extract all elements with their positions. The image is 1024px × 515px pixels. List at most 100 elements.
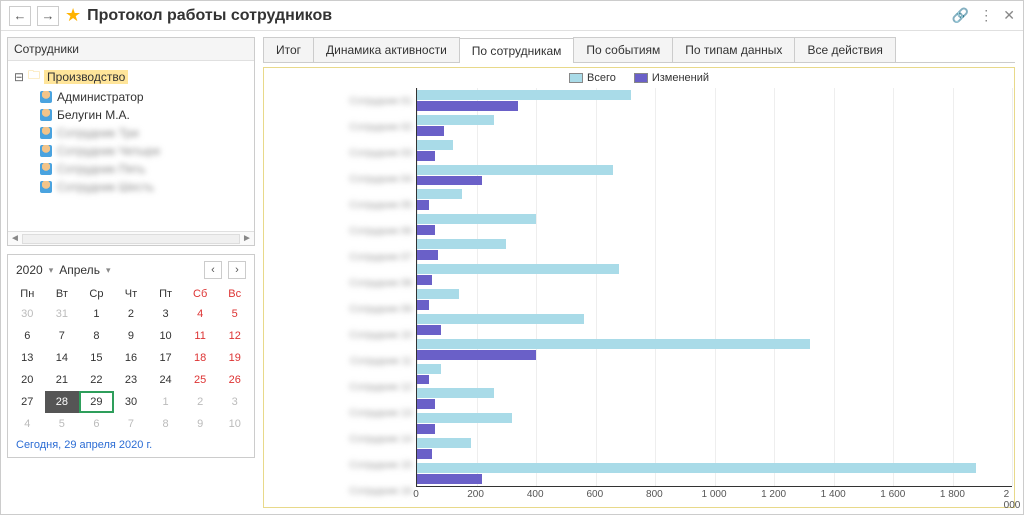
x-tick-label: 800	[646, 489, 663, 500]
page-title: Протокол работы сотрудников	[87, 7, 332, 25]
chart-row	[417, 337, 1012, 362]
tabs: ИтогДинамика активностиПо сотрудникамПо …	[263, 37, 1015, 63]
calendar-day-cell[interactable]: 9	[114, 325, 149, 347]
calendar-day-cell[interactable]: 24	[148, 369, 183, 391]
link-icon[interactable]: 🔗	[952, 7, 969, 24]
calendar-day-cell[interactable]: 12	[217, 325, 252, 347]
calendar-day-cell[interactable]: 26	[217, 369, 252, 391]
calendar-prev-button[interactable]: ‹	[204, 261, 222, 279]
chart-row-label: Сотрудник 13	[266, 401, 416, 427]
calendar-day-cell[interactable]: 30	[114, 391, 149, 413]
bar-total	[417, 115, 494, 125]
tab[interactable]: По типам данных	[672, 37, 795, 62]
x-tick-label: 0	[413, 489, 419, 500]
tree-root-production[interactable]: ⊟ 🗀 Производство	[12, 65, 250, 88]
calendar-day-cell[interactable]: 6	[10, 325, 45, 347]
calendar-day-cell[interactable]: 9	[183, 413, 218, 435]
calendar-day-cell[interactable]: 7	[114, 413, 149, 435]
calendar-day-cell[interactable]: 2	[183, 391, 218, 413]
tree-item[interactable]: Сотрудник Пять	[12, 160, 250, 178]
calendar-day-cell[interactable]: 29	[79, 391, 114, 413]
calendar-day-cell[interactable]: 19	[217, 347, 252, 369]
calendar-next-button[interactable]: ›	[228, 261, 246, 279]
nav-forward-button[interactable]: →	[37, 6, 59, 26]
calendar-day-cell[interactable]: 3	[148, 303, 183, 325]
favorite-star-icon[interactable]: ★	[65, 5, 81, 26]
bar-total	[417, 388, 494, 398]
calendar-today-link[interactable]: Сегодня, 29 апреля 2020 г.	[10, 435, 252, 455]
calendar-day-header: Пт	[148, 285, 183, 303]
tab[interactable]: Все действия	[794, 37, 895, 62]
bar-total	[417, 189, 462, 199]
bar-total	[417, 314, 584, 324]
calendar-day-cell[interactable]: 3	[217, 391, 252, 413]
calendar-day-cell[interactable]: 20	[10, 369, 45, 391]
calendar-day-cell[interactable]: 8	[148, 413, 183, 435]
calendar-day-cell[interactable]: 23	[114, 369, 149, 391]
chart-row	[417, 362, 1012, 387]
employees-tree[interactable]: ⊟🗀ПроизводствоАдминистраторБелугин М.А.С…	[8, 61, 254, 231]
tab[interactable]: По сотрудникам	[459, 38, 575, 63]
tree-item[interactable]: Белугин М.А.	[12, 106, 250, 124]
calendar-day-cell[interactable]: 21	[45, 369, 80, 391]
chart-row-label: Сотрудник 09	[266, 297, 416, 323]
calendar-day-cell[interactable]: 17	[148, 347, 183, 369]
calendar-day-cell[interactable]: 8	[79, 325, 114, 347]
close-icon[interactable]: ✕	[1003, 7, 1015, 24]
calendar-month[interactable]: Апрель	[59, 263, 100, 277]
calendar-day-cell[interactable]: 4	[10, 413, 45, 435]
calendar-day-cell[interactable]: 25	[183, 369, 218, 391]
bar-changes	[417, 399, 435, 409]
x-tick-label: 1 600	[880, 489, 905, 500]
calendar-day-cell[interactable]: 10	[148, 325, 183, 347]
more-icon[interactable]: ⋮	[979, 7, 993, 24]
calendar-day-cell[interactable]: 30	[10, 303, 45, 325]
chart-row	[417, 312, 1012, 337]
calendar-day-header: Вс	[217, 285, 252, 303]
folder-icon: 🗀	[28, 66, 40, 87]
calendar-day-cell[interactable]: 7	[45, 325, 80, 347]
calendar-day-cell[interactable]: 28	[45, 391, 80, 413]
collapse-icon[interactable]: ⊟	[14, 70, 24, 84]
bar-total	[417, 239, 506, 249]
calendar-day-cell[interactable]: 6	[79, 413, 114, 435]
calendar-year[interactable]: 2020	[16, 263, 43, 277]
calendar-day-cell[interactable]: 16	[114, 347, 149, 369]
chart-x-axis: 02004006008001 0001 2001 4001 6001 8002 …	[416, 487, 1012, 505]
tree-item[interactable]: Сотрудник Три	[12, 124, 250, 142]
tree-item[interactable]: Сотрудник Шесть	[12, 178, 250, 196]
tab[interactable]: Итог	[263, 37, 314, 62]
legend-swatch	[634, 73, 648, 83]
bar-changes	[417, 474, 482, 484]
calendar-day-cell[interactable]: 27	[10, 391, 45, 413]
chart-row-label: Сотрудник 06	[266, 218, 416, 244]
calendar-day-cell[interactable]: 11	[183, 325, 218, 347]
calendar-day-cell[interactable]: 1	[148, 391, 183, 413]
chart-row-label: Сотрудник 01	[266, 88, 416, 114]
calendar-day-cell[interactable]: 1	[79, 303, 114, 325]
calendar-day-cell[interactable]: 14	[45, 347, 80, 369]
calendar-day-cell[interactable]: 15	[79, 347, 114, 369]
tree-item[interactable]: Сотрудник Четыре	[12, 142, 250, 160]
calendar-day-cell[interactable]: 13	[10, 347, 45, 369]
calendar-day-cell[interactable]: 2	[114, 303, 149, 325]
tree-root-label: Производство	[44, 70, 128, 84]
calendar-day-cell[interactable]: 5	[45, 413, 80, 435]
tree-item[interactable]: Администратор	[12, 88, 250, 106]
calendar-day-cell[interactable]: 22	[79, 369, 114, 391]
nav-back-button[interactable]: ←	[9, 6, 31, 26]
tree-hscroll[interactable]: ◄►	[8, 231, 254, 245]
calendar-day-cell[interactable]: 4	[183, 303, 218, 325]
calendar-day-cell[interactable]: 18	[183, 347, 218, 369]
chart-panel: ВсегоИзменений Сотрудник 01Сотрудник 02С…	[263, 67, 1015, 508]
bar-total	[417, 264, 619, 274]
chart-row	[417, 212, 1012, 237]
bar-total	[417, 438, 471, 448]
x-tick-label: 1 400	[821, 489, 846, 500]
tab[interactable]: По событиям	[573, 37, 673, 62]
bar-total	[417, 463, 976, 473]
calendar-day-cell[interactable]: 10	[217, 413, 252, 435]
calendar-day-cell[interactable]: 5	[217, 303, 252, 325]
tab[interactable]: Динамика активности	[313, 37, 460, 62]
calendar-day-cell[interactable]: 31	[45, 303, 80, 325]
